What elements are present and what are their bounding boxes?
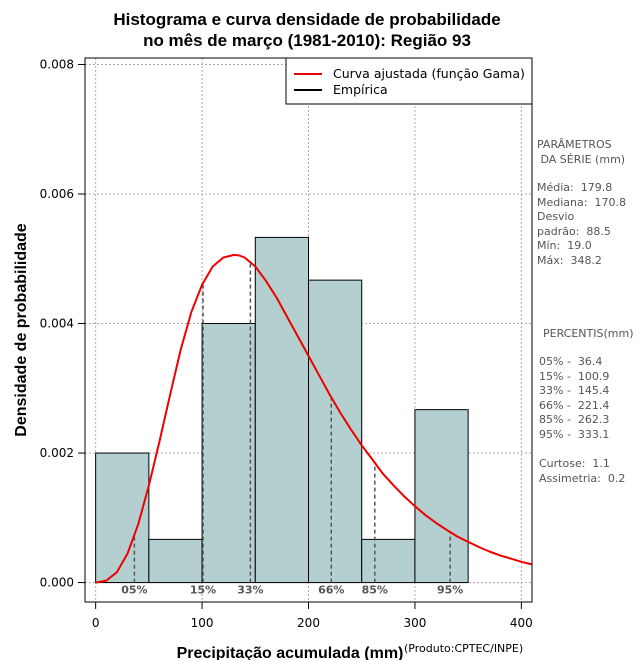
histogram-bar (361, 538, 416, 584)
fitted-curve (95, 253, 533, 584)
percentile-markers: 05% 15% 33% 66% 85% 95% (121, 262, 463, 597)
percentile-label: 95% (437, 584, 463, 597)
percentile-label: 15% (190, 584, 216, 597)
histogram-bars (95, 236, 469, 584)
y-tick-label: 0.000 (40, 576, 74, 590)
x-tick-label: 300 (403, 616, 426, 630)
histogram-bar (254, 236, 310, 584)
legend-box (285, 57, 533, 105)
y-tick-label: 0.008 (40, 57, 74, 71)
x-axis-title: Precipitação acumulada (mm) (177, 645, 404, 660)
percentile-label: 85% (362, 584, 388, 597)
histogram-bar (201, 323, 256, 584)
x-tick-label: 400 (510, 616, 533, 630)
legend-label-empirical: Empírica (333, 82, 388, 97)
y-tick-label: 0.006 (40, 187, 74, 201)
x-tick-label: 100 (191, 616, 214, 630)
y-axis: 0.000 0.002 0.004 0.006 0.008 (40, 57, 85, 590)
stats-body: Curtose: 1.1 Assimetria: 0.2 (539, 457, 626, 485)
y-axis-title: Densidade de probabilidade (13, 223, 30, 436)
percentile-label: 33% (237, 584, 263, 597)
params-header: PARÂMETROS DA SÉRIE (mm) (537, 138, 626, 166)
fitted-curve-layer (95, 253, 533, 584)
chart-title-line2: no mês de março (1981-2010): Região 93 (143, 31, 471, 50)
y-tick-label: 0.002 (40, 446, 74, 460)
percentis-body: 05% - 36.4 15% - 100.9 33% - 145.4 66% -… (539, 355, 610, 441)
percentis-header: PERCENTIS(mm) (543, 327, 634, 340)
x-tick-label: 0 (92, 616, 100, 630)
percentile-label: 66% (318, 584, 344, 597)
chart-title-line1: Histograma e curva densidade de probabil… (113, 10, 500, 29)
legend: Curva ajustada (função Gama) Empírica (285, 57, 533, 105)
x-axis: 0 100 200 300 400 (92, 601, 533, 630)
histogram-bar (414, 409, 469, 584)
y-tick-label: 0.004 (40, 317, 74, 331)
product-credit: (Produto:CPTEC/INPE) (404, 642, 523, 655)
percentile-label: 05% (121, 584, 147, 597)
legend-label-fitted: Curva ajustada (função Gama) (333, 66, 525, 81)
x-tick-label: 200 (297, 616, 320, 630)
histogram-bar (308, 279, 363, 584)
params-body: Média: 179.8 Mediana: 170.8 Desvio padrã… (537, 181, 626, 267)
histogram-bar (148, 538, 203, 584)
